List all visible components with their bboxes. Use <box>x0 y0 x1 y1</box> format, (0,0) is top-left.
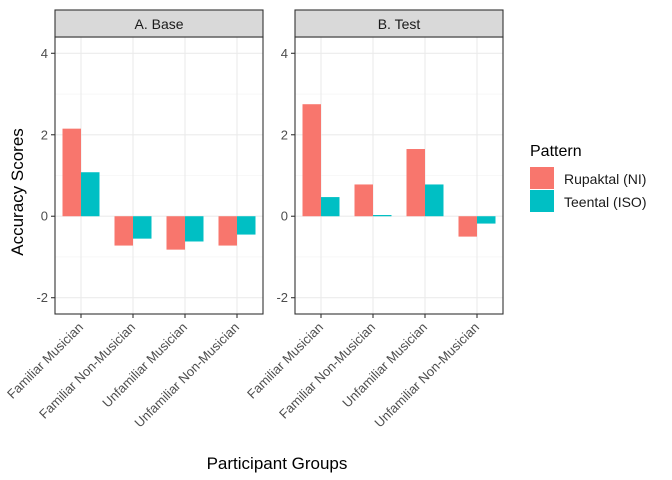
y-tick-label: 2 <box>41 127 48 142</box>
x-axis-title: Participant Groups <box>207 454 348 473</box>
y-tick-label: 2 <box>281 127 288 142</box>
bar-rupaktal-ni-familiar-musician <box>62 128 81 217</box>
bar-rupaktal-ni-familiar-non-musician <box>354 184 373 217</box>
y-tick-label: -2 <box>276 290 288 305</box>
bar-teental-iso-familiar-musician <box>321 197 340 217</box>
bar-teental-iso-unfamiliar-non-musician <box>477 216 496 224</box>
bar-teental-iso-unfamiliar-musician <box>185 216 204 242</box>
bar-teental-iso-familiar-musician <box>81 172 100 217</box>
legend: Pattern Rupaktal (NI) Teental (ISO) <box>530 143 646 212</box>
y-tick-label: 0 <box>281 209 288 224</box>
y-tick-label: 4 <box>281 46 288 61</box>
bar-teental-iso-familiar-non-musician <box>373 215 392 217</box>
bar-rupaktal-ni-unfamiliar-non-musician <box>458 216 477 237</box>
x-tick-label-unfamiliar-non-musician: Unfamiliar Non-Musician <box>131 320 242 431</box>
bar-teental-iso-familiar-non-musician <box>133 216 152 239</box>
panel-title: B. Test <box>378 16 421 32</box>
y-tick-label: -2 <box>36 290 48 305</box>
strip-background <box>54 9 264 38</box>
legend-label-rupaktal: Rupaktal (NI) <box>564 171 646 187</box>
legend-label-teental: Teental (ISO) <box>564 194 646 210</box>
y-tick-label: 4 <box>41 46 48 61</box>
bar-rupaktal-ni-familiar-musician <box>302 104 321 217</box>
legend-title: Pattern <box>530 143 582 160</box>
x-tick-label-unfamiliar-non-musician: Unfamiliar Non-Musician <box>371 320 482 431</box>
y-tick-label: 0 <box>41 209 48 224</box>
strip-background <box>294 9 504 38</box>
legend-key-teental <box>530 190 554 212</box>
bar-rupaktal-ni-unfamiliar-musician <box>406 149 425 217</box>
y-axis-title: Accuracy Scores <box>8 128 27 256</box>
bar-teental-iso-unfamiliar-musician <box>425 184 444 217</box>
panel-title: A. Base <box>134 16 183 32</box>
x-tick-label-familiar-non-musician: Familiar Non-Musician <box>276 320 378 422</box>
bar-rupaktal-ni-unfamiliar-musician <box>166 216 185 250</box>
legend-key-rupaktal <box>530 167 554 189</box>
bar-teental-iso-unfamiliar-non-musician <box>237 216 256 235</box>
bar-rupaktal-ni-familiar-non-musician <box>114 216 133 246</box>
x-tick-label-familiar-non-musician: Familiar Non-Musician <box>36 320 138 422</box>
bar-rupaktal-ni-unfamiliar-non-musician <box>218 216 237 246</box>
